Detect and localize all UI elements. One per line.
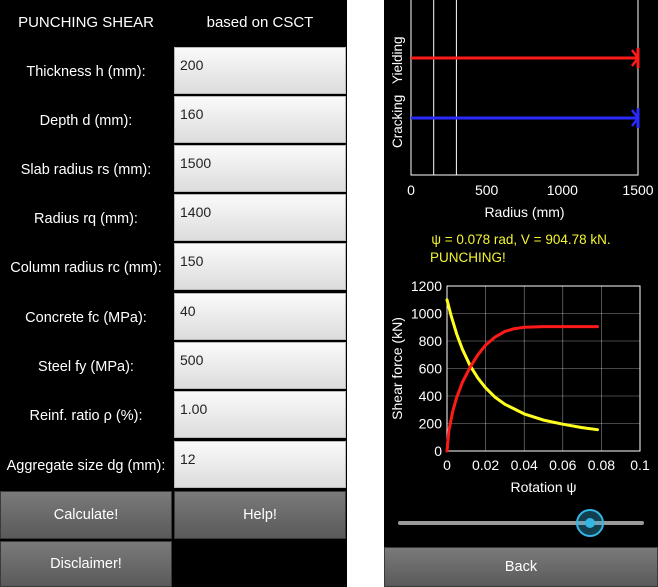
y-tick-label: 600 — [419, 361, 443, 377]
x-tick-label: 0.1 — [630, 457, 650, 473]
aggregate-size-label: Aggregate size dg (mm): — [6, 457, 166, 474]
disclaimer-button[interactable]: Disclaimer! — [0, 541, 172, 587]
slab-radius-field[interactable]: 1500 — [174, 145, 346, 192]
depth-label: Depth d (mm): — [39, 112, 133, 129]
radius-rq-label: Radius rq (mm): — [34, 210, 138, 227]
x-tick-label: 0.06 — [549, 457, 576, 473]
depth-field[interactable]: 160 — [174, 96, 346, 143]
slab-radius-label: Slab radius rs (mm): — [20, 161, 152, 178]
radius-chart: Cracking Yielding 0 500 1000 1500 Radius (mm) — [390, 0, 654, 220]
app-title: PUNCHING SHEAR — [18, 13, 154, 31]
x-tick-label: 500 — [475, 182, 499, 198]
back-button[interactable]: Back — [384, 547, 658, 587]
x-tick-label: 0.08 — [588, 457, 615, 473]
steel-field[interactable]: 500 — [174, 342, 346, 389]
y-tick-label: 200 — [419, 416, 443, 432]
reinf-ratio-field[interactable]: 1.00 — [174, 391, 346, 438]
steel-label: Steel fy (MPa): — [38, 358, 134, 375]
x-tick-label: 0 — [443, 457, 451, 473]
screen-gap — [347, 0, 384, 587]
x-tick-label: 1500 — [622, 182, 653, 198]
thickness-field[interactable]: 200 — [174, 47, 346, 94]
app-subtitle: based on CSCT — [206, 13, 314, 31]
aggregate-size-field[interactable]: 12 — [174, 441, 346, 488]
reinf-ratio-label: Reinf. ratio ρ (%): — [29, 407, 143, 424]
results-panel: Cracking Yielding 0 500 1000 1500 Radius (mm) … — [384, 0, 658, 587]
column-radius-field[interactable]: 150 — [174, 243, 346, 290]
y-tick-label: 1200 — [411, 278, 442, 294]
y-tick-label: 400 — [419, 388, 443, 404]
load-curve — [445, 325, 599, 453]
input-panel: PUNCHING SHEAR based on CSCT Thickness h… — [0, 0, 347, 587]
shear-rotation-chart: 0 0.02 0.04 0.06 0.08 0.1 0 200 400 600 800 1000 120… — [389, 278, 650, 495]
concrete-field[interactable]: 40 — [174, 293, 346, 340]
calculate-button[interactable]: Calculate! — [0, 491, 172, 539]
thickness-label: Thickness h (mm): — [26, 63, 146, 80]
capacity-curve — [445, 298, 599, 432]
y-label-cracking: Cracking — [390, 95, 405, 148]
radius-rq-field[interactable]: 1400 — [174, 194, 346, 241]
concrete-label: Concrete fc (MPa): — [25, 309, 147, 326]
x-tick-label: 0.04 — [511, 457, 538, 473]
column-radius-label: Column radius rc (mm): — [10, 259, 162, 276]
x-axis-label: Radius (mm) — [484, 204, 564, 220]
y-axis-label: Shear force (kN) — [389, 317, 405, 420]
y-tick-label: 1000 — [411, 306, 442, 322]
result-text: ψ = 0.078 rad, V = 904.78 kN. — [431, 232, 611, 247]
slider-track[interactable] — [398, 521, 644, 525]
cracking-arrow — [631, 109, 640, 127]
y-tick-label: 800 — [419, 333, 443, 349]
help-button[interactable]: Help! — [174, 491, 346, 539]
punching-status: PUNCHING! — [430, 250, 506, 265]
y-tick-label: 0 — [434, 443, 442, 459]
x-tick-label: 0.02 — [472, 457, 499, 473]
slider-thumb[interactable] — [575, 509, 604, 537]
y-label-yielding: Yielding — [390, 36, 405, 84]
x-tick-label: 0 — [407, 182, 415, 198]
x-axis-label: Rotation ψ — [510, 479, 576, 495]
plot-frame — [410, 0, 639, 176]
x-tick-label: 1000 — [547, 182, 578, 198]
yielding-arrow — [631, 49, 640, 67]
